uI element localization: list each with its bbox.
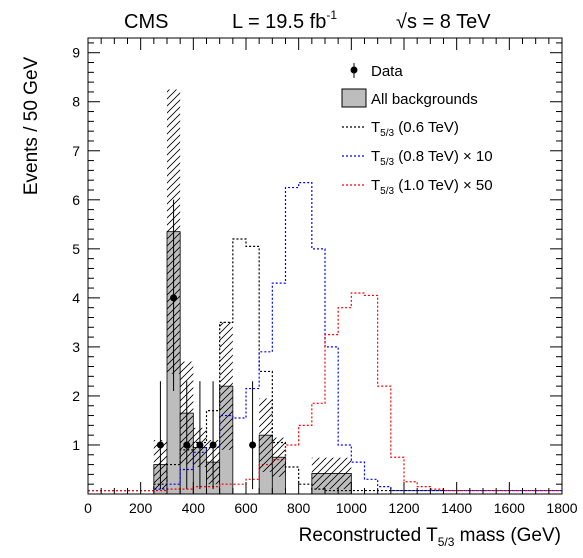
background-uncertainty-band (311, 457, 352, 490)
legend-label-background: All backgrounds (371, 91, 478, 108)
y-tick-label: 7 (72, 143, 80, 159)
legend: Data All backgrounds T5/3 (0.6 TeV) T5/3… (341, 63, 493, 197)
x-tick-label: 1800 (546, 500, 577, 516)
y-tick-label: 8 (72, 94, 80, 110)
signal-line-2 (88, 292, 562, 492)
x-tick-label: 600 (234, 500, 258, 516)
x-tick-label: 1400 (441, 500, 472, 516)
x-axis-title: Reconstructed T5/3 mass (GeV) (299, 525, 561, 549)
luminosity-label: L = 19.5 fb-1 (232, 8, 337, 33)
legend-label-signal-06: T5/3 (0.6 TeV) (371, 119, 459, 139)
x-tick-label: 1200 (388, 500, 419, 516)
legend-label-signal-08: T5/3 (0.8 TeV) × 10 (371, 148, 493, 168)
signal-line-0 (88, 238, 562, 492)
data-point (249, 441, 257, 449)
background-uncertainty-band (219, 322, 233, 450)
x-tick-label: 800 (287, 500, 311, 516)
y-tick-label: 5 (72, 241, 80, 257)
x-tick-label: 1600 (494, 500, 525, 516)
data-point (170, 294, 178, 302)
data-layer (156, 199, 257, 490)
y-tick-label: 4 (72, 290, 80, 306)
data-point (183, 441, 191, 449)
experiment-label: CMS (124, 11, 168, 33)
y-tick-label: 1 (72, 437, 80, 453)
x-tick-label: 1000 (336, 500, 367, 516)
background-uncertainty-band (259, 398, 273, 472)
x-tick-label: 0 (84, 500, 92, 516)
legend-data-marker (350, 63, 358, 78)
legend-label-data: Data (371, 63, 403, 80)
y-tick-label: 9 (72, 45, 80, 61)
legend-background-swatch (341, 88, 367, 108)
signal-layer (88, 182, 562, 492)
data-point (196, 441, 204, 449)
y-tick-label: 3 (72, 339, 80, 355)
x-tick-label: 200 (129, 500, 153, 516)
y-tick-label: 6 (72, 192, 80, 208)
y-axis-title: Events / 50 GeV (21, 56, 42, 195)
background-uncertainty-band (272, 437, 286, 477)
energy-label: √s = 8 TeV (396, 11, 491, 33)
data-point (156, 441, 164, 449)
y-tick-label: 2 (72, 388, 80, 404)
data-point (209, 441, 217, 449)
x-tick-label: 400 (182, 500, 206, 516)
axes-layer: 0 200 400 600 800 1000 1200 1400 1600 1800 1 2 3 4 5 6 7… (72, 38, 578, 516)
legend-label-signal-10: T5/3 (1.0 TeV) × 50 (371, 177, 493, 197)
